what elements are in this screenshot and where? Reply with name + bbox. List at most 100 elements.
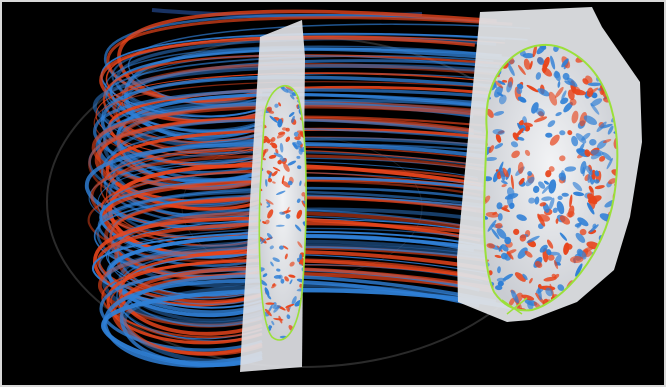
turbulence-blob [281, 180, 291, 188]
turbulence-blob [266, 233, 273, 239]
turbulence-blob [297, 165, 302, 170]
turbulence-blob [532, 45, 537, 58]
turbulence-blob [294, 224, 302, 232]
turbulence-blob [533, 116, 548, 123]
turbulence-blob [275, 148, 279, 154]
turbulence-blob [297, 132, 303, 138]
turbulence-blob [296, 198, 301, 204]
turbulence-blob [260, 238, 267, 244]
field-line [123, 59, 500, 143]
turbulence-blob [493, 111, 505, 116]
turbulence-blob [285, 86, 294, 92]
turbulence-blob [545, 170, 552, 178]
turbulence-blob [284, 276, 289, 282]
turbulence-blob [569, 98, 577, 106]
turbulence-blob [590, 98, 603, 107]
turbulence-blob [517, 136, 525, 141]
turbulence-blob [525, 176, 535, 187]
turbulence-blob [548, 179, 557, 194]
turbulence-blob [281, 127, 288, 131]
turbulence-blob [589, 138, 597, 146]
turbulence-blob [264, 308, 272, 317]
turbulence-blob [519, 234, 527, 242]
turbulence-blob [587, 193, 598, 205]
turbulence-blob [607, 299, 611, 311]
turbulence-blob [501, 184, 507, 188]
turbulence-blob [296, 257, 301, 263]
turbulence-blob [559, 310, 567, 311]
turbulence-blob [539, 202, 547, 207]
turbulence-blob [585, 75, 593, 84]
field-line [99, 227, 507, 305]
turbulence-blob [560, 97, 569, 105]
field-line [99, 176, 505, 259]
turbulence-blob [506, 187, 515, 198]
turbulence-blob [488, 145, 495, 154]
turbulence-blob [552, 207, 558, 214]
turbulence-blob [289, 279, 293, 285]
turbulence-blob [575, 232, 586, 243]
turbulence-blob [548, 166, 555, 172]
field-line [110, 137, 510, 220]
turbulence-blob [269, 245, 274, 250]
turbulence-blob [563, 242, 570, 255]
turbulence-blob [543, 276, 557, 282]
turbulence-blob [559, 130, 566, 136]
turbulence-blob [527, 171, 533, 176]
turbulence-blob [589, 224, 599, 233]
turbulence-blob [271, 142, 278, 149]
turbulence-blob [538, 181, 546, 189]
turbulence-blob [559, 232, 568, 241]
turbulence-blob [600, 84, 608, 99]
turbulence-blob [265, 199, 274, 205]
turbulence-blob [297, 241, 303, 248]
turbulence-blob [516, 87, 523, 95]
turbulence-blob [493, 79, 504, 89]
turbulence-blob [584, 149, 591, 157]
turbulence-blob [612, 274, 618, 282]
turbulence-blob [526, 84, 539, 93]
turbulence-blob [510, 174, 514, 190]
turbulence-blob [563, 102, 573, 113]
turbulence-blob [271, 320, 275, 326]
turbulence-blob [548, 91, 558, 106]
turbulence-blob [564, 80, 573, 86]
field-line [103, 278, 480, 368]
turbulence-blob [557, 284, 565, 291]
turbulence-blob [541, 196, 553, 201]
turbulence-blob [267, 304, 273, 314]
turbulence-blob [491, 228, 500, 240]
turbulence-blob [299, 180, 302, 187]
turbulence-blob [575, 133, 587, 144]
turbulence-blob [264, 219, 270, 225]
turbulence-blob [267, 178, 273, 183]
turbulence-blob [273, 274, 282, 279]
turbulence-blob [272, 170, 278, 177]
turbulence-blob [539, 244, 548, 253]
turbulence-blob [492, 211, 498, 216]
turbulence-blob [529, 60, 533, 70]
turbulence-blob [506, 249, 517, 255]
turbulence-blob [289, 261, 295, 267]
turbulence-blob [510, 141, 519, 148]
turbulence-blob [523, 58, 531, 70]
turbulence-blob [272, 166, 281, 172]
turbulence-blob [502, 79, 508, 83]
turbulence-blob [288, 111, 295, 118]
turbulence-blob [486, 243, 495, 249]
turbulence-blob [502, 273, 514, 281]
turbulence-blob [580, 160, 587, 175]
turbulence-blob [497, 213, 503, 221]
turbulence-blob [586, 87, 594, 98]
turbulence-blob [270, 261, 274, 267]
turbulence-blob [559, 155, 566, 162]
turbulence-blob [611, 169, 618, 178]
turbulence-blob [545, 132, 553, 138]
field-line [128, 23, 531, 106]
turbulence-blob [266, 201, 271, 206]
turbulence-blob [555, 112, 562, 117]
turbulence-blob [596, 121, 607, 133]
turbulence-blob [506, 81, 513, 93]
turbulence-blob [495, 285, 503, 291]
turbulence-blob [259, 236, 267, 244]
